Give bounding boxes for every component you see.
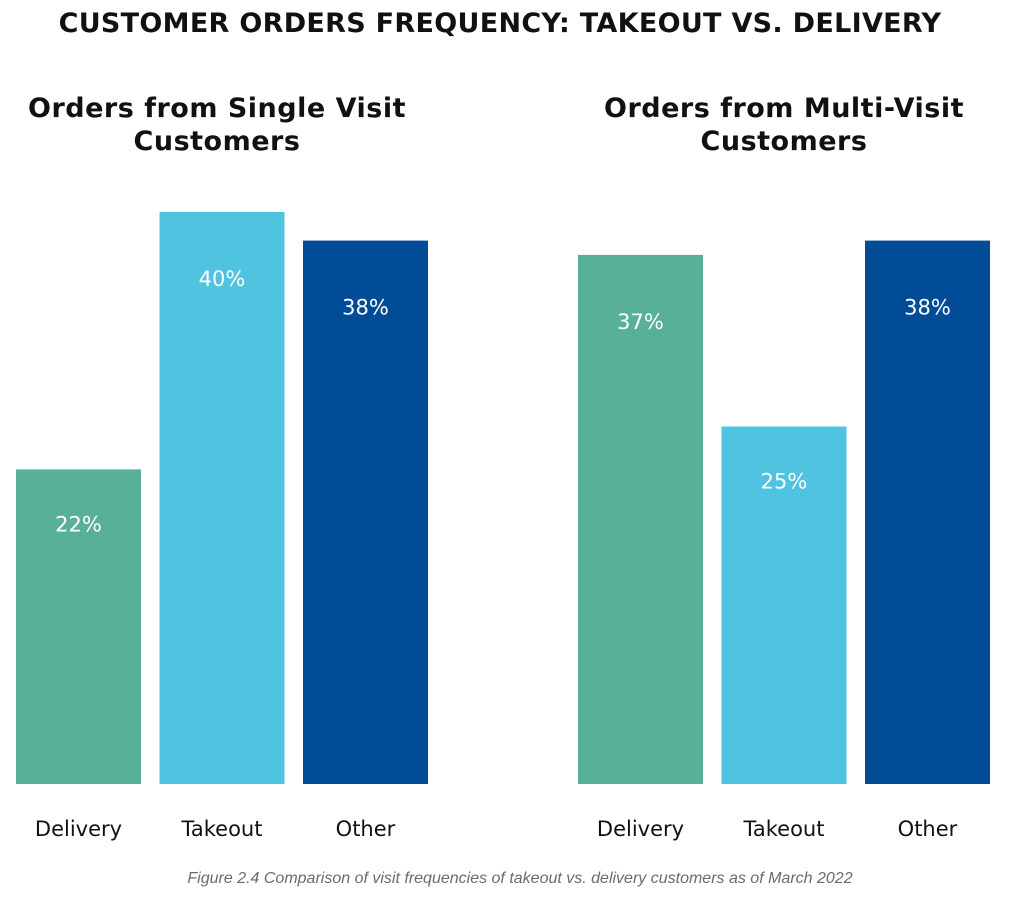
x-tick-label: Other — [898, 817, 958, 841]
bar — [16, 469, 141, 784]
bar — [303, 240, 428, 785]
value-label: 38% — [904, 296, 951, 320]
value-label: 37% — [617, 310, 664, 334]
bar — [578, 254, 703, 784]
caption: Figure 2.4 Comparison of visit frequenci… — [187, 870, 853, 887]
chart-title: Orders from Single Visit Customers — [28, 93, 406, 157]
main-title: CUSTOMER ORDERS FREQUENCY: TAKEOUT VS. D… — [58, 8, 942, 39]
bar — [721, 426, 847, 784]
bar — [159, 212, 285, 784]
x-tick-label: Delivery — [597, 817, 684, 841]
x-tick-label: Delivery — [35, 817, 122, 841]
bar — [865, 240, 990, 785]
chart-title: Orders from Multi-Visit Customers — [604, 93, 964, 157]
value-label: 38% — [342, 296, 389, 320]
x-tick-label: Other — [336, 817, 396, 841]
value-label: 25% — [761, 470, 808, 494]
x-tick-label: Takeout — [181, 817, 263, 841]
value-label: 22% — [55, 512, 102, 536]
x-tick-label: Takeout — [743, 817, 825, 841]
value-label: 40% — [199, 267, 246, 291]
